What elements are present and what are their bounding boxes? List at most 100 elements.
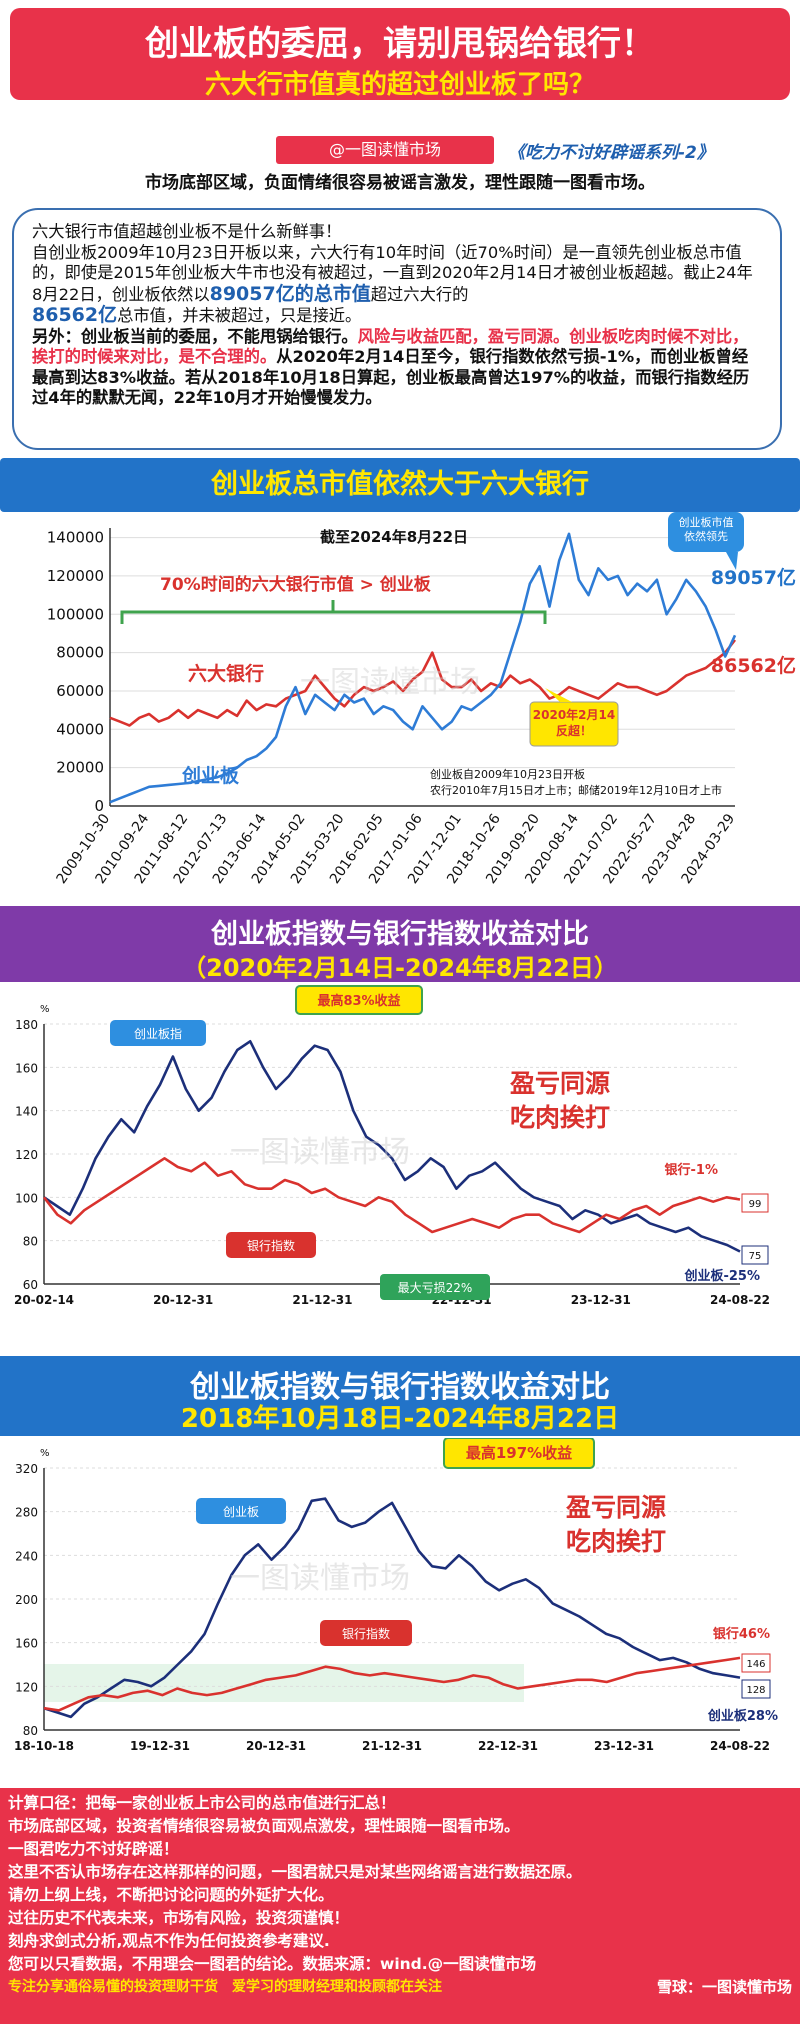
footer-line: 刻舟求剑式分析,观点不作为任何投资参考建议.	[8, 1932, 330, 1950]
x-tick-label: 23-12-31	[571, 1293, 631, 1307]
y-tick-label: 60000	[56, 682, 104, 700]
max-loss: 最大亏损22%	[398, 1281, 473, 1295]
y-tick-label: 60	[23, 1278, 38, 1292]
intro-p1: 六大银行市值超越创业板不是什么新鲜事！ 自创业板2009年10月23日开板以来，六…	[32, 222, 762, 327]
y-tick-label: 160	[15, 1061, 38, 1075]
cyb-tag: 创业板指	[134, 1026, 182, 1041]
highlight-cyb-value: 89057亿的总市值	[209, 282, 371, 305]
bank-end-box	[741, 1653, 771, 1673]
y-tick-label: 160	[15, 1637, 38, 1651]
bank-series-label: 六大银行	[188, 662, 264, 685]
chart2-svg: 60 80 100 120 140 160 180 20-02-14 20-12-31 21-12…	[14, 985, 770, 1307]
footer: 计算口径：把每一家创业板上市公司的总市值进行汇总！ 市场底部区域，投资者情绪很容易…	[0, 1788, 800, 2024]
footer-line: 市场底部区域，投资者情绪很容易被负面观点激发，理性跟随一图看市场。	[8, 1817, 520, 1835]
x-tick-label: 21-12-31	[292, 1293, 352, 1307]
intro-p2b: 风险与收益匹配，盈亏同源。创业板吃肉时候不对比，挨打的时候来对比，是不合理的。	[32, 326, 749, 367]
y-unit-label: %	[40, 1004, 50, 1015]
x-tick-label: 23-12-31	[594, 1739, 654, 1753]
chart2-header: 创业板指数与银行指数收益对比 （2020年2月14日-2024年8月22日）	[0, 906, 800, 982]
footer-line: 请勿上纲上线，不断把讨论问题的外延扩大化。	[8, 1886, 334, 1904]
cyb-end: 创业板28%	[707, 1708, 778, 1724]
bank-end-value: 86562亿	[711, 654, 796, 677]
cyb-end-box	[741, 1245, 769, 1265]
chart3-period: 2018年10月18日-2024年8月22日	[180, 1404, 620, 1434]
series-line-创业板	[43, 1497, 741, 1719]
bank-tag: 银行指数	[342, 1626, 390, 1641]
x-tick-label: 18-10-18	[14, 1739, 74, 1753]
series-line-六大银行	[109, 639, 737, 727]
series-line-银行指数	[42, 1157, 741, 1234]
snowball-handle: 雪球：一图读懂市场	[656, 1978, 792, 1996]
intro-mid: 超过六大行的	[370, 284, 469, 304]
brace-label: 70%时间的六大银行市值 > 创业板	[160, 574, 432, 595]
max-loss-box	[380, 1274, 490, 1300]
cyb-tag-box	[110, 1020, 206, 1046]
bank-end-box	[741, 1193, 769, 1213]
x-tick-label: 21-12-31	[362, 1739, 422, 1753]
theme-line1: 盈亏同源	[566, 1493, 666, 1522]
lead-callout-pointer	[726, 552, 738, 570]
y-tick-label: 100	[15, 1191, 38, 1205]
y-tick-label: 140000	[47, 529, 104, 547]
y-tick-label: 80000	[56, 644, 104, 662]
cyb-tag-box	[196, 1498, 286, 1524]
x-tick-label: 22-12-31	[478, 1739, 538, 1753]
cyb-end-box-text: 128	[746, 1685, 765, 1696]
x-tick-label: 20-02-14	[14, 1293, 74, 1307]
watermark: 一图读懂市场	[230, 1135, 410, 1170]
y-tick-label: 320	[15, 1462, 38, 1476]
chart3-header: 创业板指数与银行指数收益对比 2018年10月18日-2024年8月22日	[0, 1356, 800, 1436]
intro-p2c: 从2020年2月14日至今，银行指数依然亏损-1%，而创业板曾经最高到达83%收…	[32, 347, 750, 407]
date-note: 截至2024年8月22日	[320, 528, 468, 546]
theme-line2: 吃肉挨打	[510, 1103, 610, 1132]
x-tick-label: 20-12-31	[246, 1739, 306, 1753]
x-tick-label: 20-12-31	[153, 1293, 213, 1307]
y-tick-label: 120	[15, 1148, 38, 1162]
brace	[120, 600, 547, 624]
series-label: 《吃力不讨好辟谣系列-2》	[508, 143, 714, 163]
cyb-series-label: 创业板	[181, 764, 240, 787]
watermark: 一图读懂市场	[230, 1561, 410, 1596]
cyb-tag: 创业板	[223, 1505, 259, 1519]
brand-badge: @一图读懂市场	[276, 136, 494, 164]
bank-end: 银行46%	[713, 1626, 770, 1642]
theme-line2: 吃肉挨打	[566, 1527, 666, 1556]
bank-end: 银行-1%	[665, 1162, 718, 1178]
y-tick-label: 280	[15, 1506, 38, 1520]
y-tick-label: 120	[15, 1680, 38, 1694]
footer-promo: 专注分享通俗易懂的投资理财干货 爱学习的理财经理和投顾都在关注	[8, 1979, 442, 1995]
lead-callout-1: 依然领先	[684, 529, 728, 543]
y-tick-label: 180	[15, 1018, 38, 1032]
footer-line: 一图君吃力不讨好辟谣！	[8, 1840, 179, 1858]
intro-p2a: 另外：创业板当前的委屈，不能甩锅给银行。	[32, 326, 358, 346]
x-tick-label: 19-12-31	[130, 1739, 190, 1753]
y-tick-label: 20000	[56, 759, 104, 777]
intro-box: 六大银行市值超越创业板不是什么新鲜事！ 自创业板2009年10月23日开板以来，六…	[12, 208, 782, 450]
footer-line: 过往历史不代表未来，市场有风险，投资须谨慎！	[8, 1909, 350, 1927]
intro-p2: 另外：创业板当前的委屈，不能甩锅给银行。风险与收益匹配，盈亏同源。创业板吃肉时候…	[32, 327, 762, 409]
footer-line: 这里不否认市场存在这样那样的问题，一图君就只是对某些网络谣言进行数据还原。	[8, 1863, 582, 1881]
chart1-header: 创业板总市值依然大于六大银行	[0, 458, 800, 512]
max-gain-box	[443, 1438, 595, 1469]
y-tick-label: 200	[15, 1593, 38, 1607]
chart1-svg: 0 20000 40000 60000 80000 100000 120000 140000 2…	[47, 512, 796, 887]
page-subtitle: 六大行市值真的超过创业板了吗？	[204, 70, 595, 100]
y-tick-label: 100000	[47, 605, 104, 623]
note1: 创业板自2009年10月23日开板	[430, 767, 585, 781]
tagline: 市场底部区域，负面情绪很容易被谣言激发，理性跟随一图看市场。	[145, 173, 655, 193]
cross-callout-0: 2020年2月14	[533, 707, 615, 722]
theme-line1: 盈亏同源	[510, 1069, 610, 1098]
max-gain-box	[295, 985, 423, 1015]
lead-callout-0: 创业板市值	[679, 515, 734, 529]
chart3-title: 创业板指数与银行指数收益对比	[190, 1370, 610, 1405]
intro-line1: 六大银行市值超越创业板不是什么新鲜事！	[32, 222, 342, 241]
lead-callout-box	[668, 512, 744, 552]
chart2-period: （2020年2月14日-2024年8月22日）	[182, 954, 618, 982]
bank-tag-box	[226, 1232, 316, 1258]
y-tick-label: 80	[23, 1724, 38, 1738]
highlight-bank-value: 86562亿	[32, 304, 118, 326]
y-tick-label: 40000	[56, 720, 104, 738]
footer-line: 您可以只看数据，不用理会一图君的结论。数据来源：wind.@一图读懂市场	[8, 1955, 537, 1973]
intro-tail: 总市值，并未被超过，只是接近。	[117, 306, 362, 325]
y-tick-label: 240	[15, 1549, 38, 1563]
